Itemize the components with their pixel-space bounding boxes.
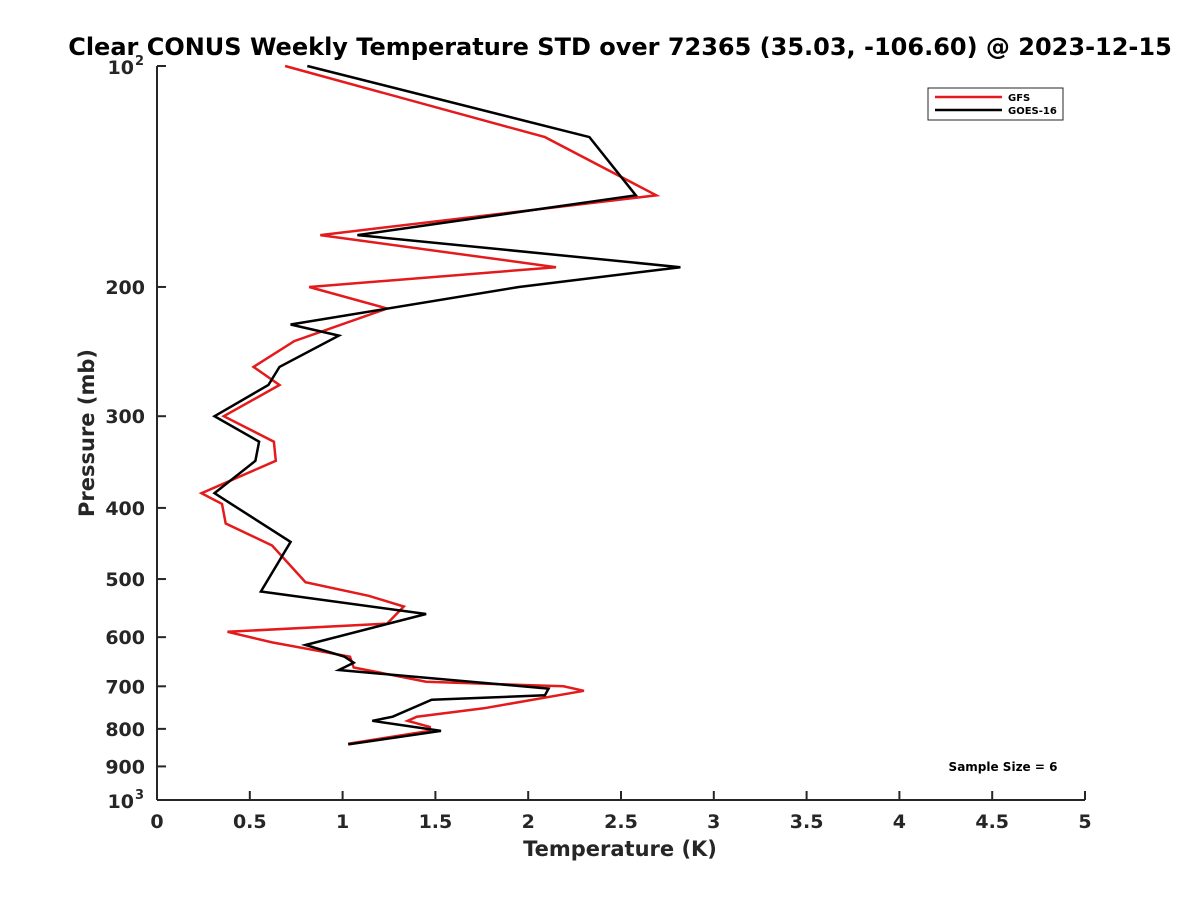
x-tick-label: 2 [522,811,535,833]
axes-group: 0 0.5 1 1.5 2 2.5 3 3.5 4 4.5 510 22003004005006007… [105,54,1091,833]
y-tick-label: 800 [105,719,145,741]
series-line-goes16 [211,64,681,746]
x-tick-label: 0 [150,811,163,833]
x-tick-label: 3 [707,811,720,833]
x-tick-label: 0.5 [233,811,267,833]
series-line-gfs [198,64,661,745]
sample-size-annotation: Sample Size = 6 [949,760,1058,774]
y-tick-label-exponent: 2 [135,54,144,69]
legend-label-gfs: GFS [1008,93,1030,104]
y-tick-label: 600 [105,627,145,649]
y-tick-label: 10 [108,57,134,79]
x-tick-label: 5 [1078,811,1091,833]
y-tick-label: 10 [108,791,134,813]
x-tick-label: 1 [336,811,349,833]
x-tick-label: 4 [893,811,906,833]
x-tick-label: 4.5 [975,811,1009,833]
x-tick-label: 3.5 [790,811,824,833]
chart-title: Clear CONUS Weekly Temperature STD over … [68,33,1172,61]
legend-box [927,87,1064,121]
x-tick-label: 2.5 [604,811,638,833]
y-tick-label-exponent: 3 [135,788,144,803]
x-axis-label: Temperature (K) [523,837,717,861]
y-tick-label: 900 [105,756,145,778]
y-tick-label: 300 [105,406,145,428]
y-tick-label: 400 [105,498,145,520]
y-tick-label: 500 [105,569,145,591]
x-tick-label: 1.5 [419,811,453,833]
y-axis-label: Pressure (mb) [75,349,99,517]
y-tick-label: 700 [105,676,145,698]
legend: GFS GOES-16 [927,87,1064,121]
y-tick-label: 200 [105,277,145,299]
series-group [198,64,681,746]
legend-label-goes16: GOES-16 [1008,106,1057,117]
